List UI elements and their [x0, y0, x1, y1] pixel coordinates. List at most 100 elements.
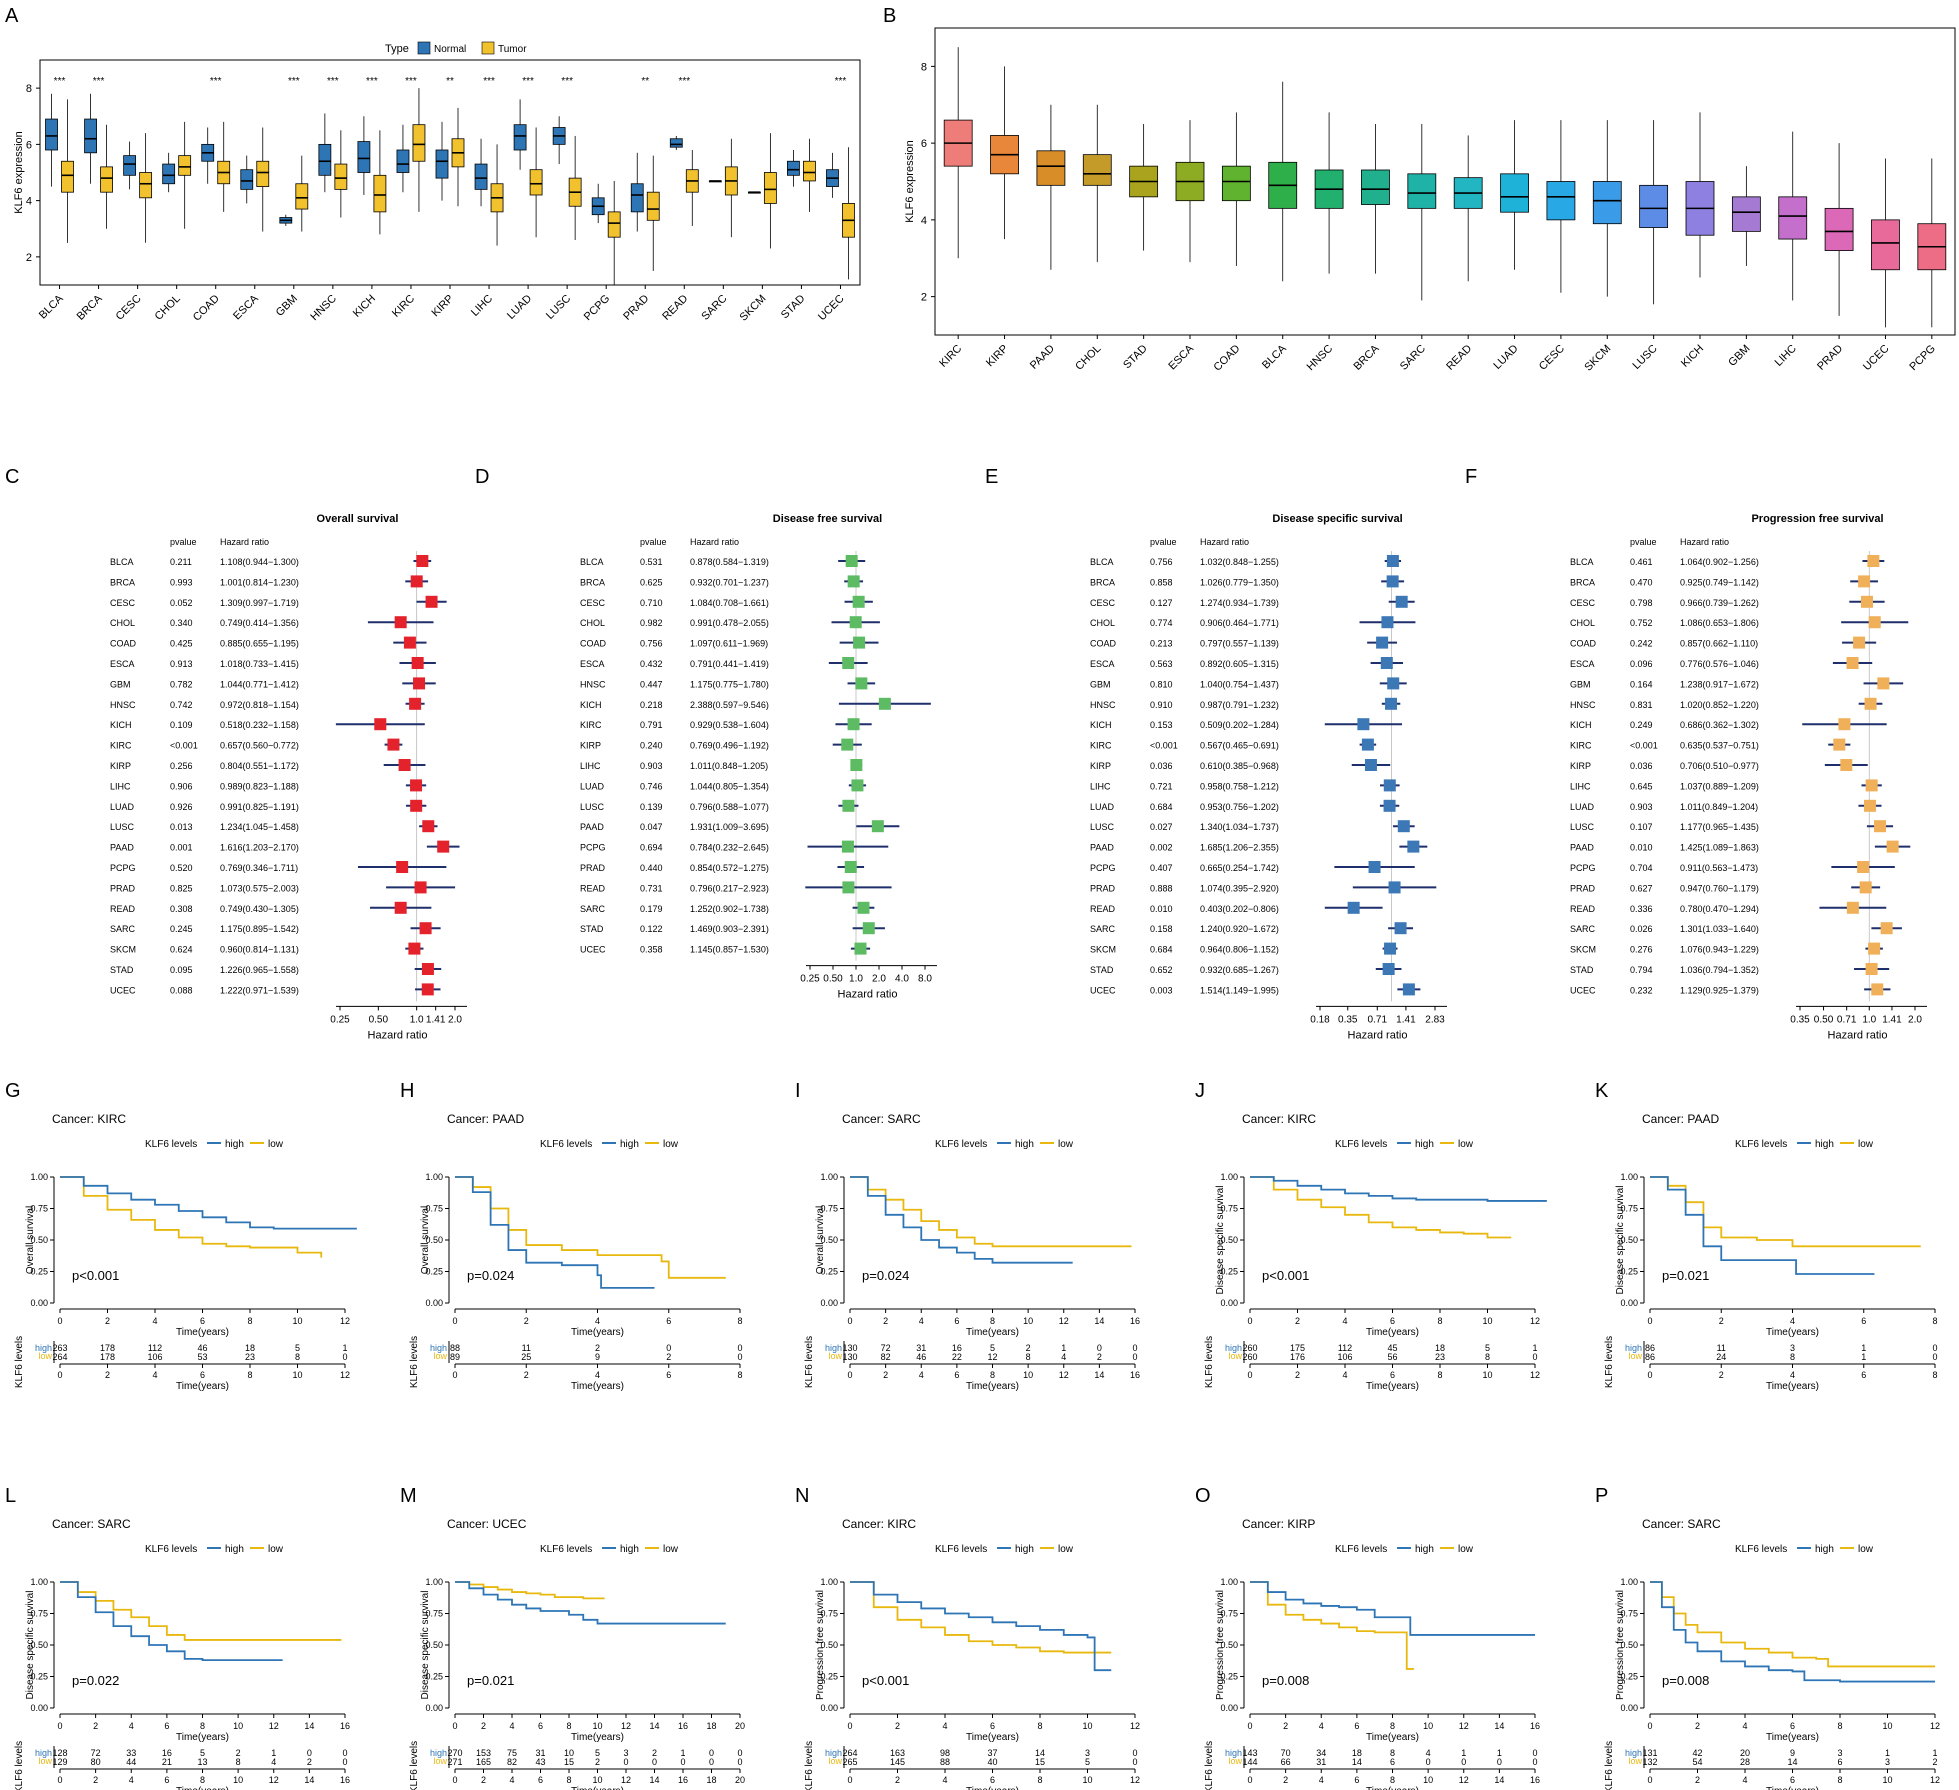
risk-x-tick-label: 2 — [895, 1775, 900, 1785]
risk-x-tick-label: 10 — [1082, 1775, 1092, 1785]
curve-high — [1250, 1176, 1547, 1202]
risk-x-tick-label: 4 — [152, 1370, 157, 1380]
row-hr-text: 0.987(0.791−1.232) — [1200, 700, 1279, 710]
row-hr-text: 1.514(1.149−1.995) — [1200, 985, 1279, 995]
row-pvalue: 0.153 — [1150, 720, 1173, 730]
x-tick-label: 8 — [247, 1316, 252, 1326]
legend-low: low — [1058, 1544, 1074, 1555]
y-tick-label: 0.50 — [1220, 1235, 1238, 1245]
row-label: PAAD — [110, 843, 134, 853]
row-label: HNSC — [580, 679, 606, 689]
row-hr-text: 0.749(0.414−1.356) — [220, 618, 299, 628]
row-pvalue: 0.684 — [1150, 945, 1173, 955]
row-label: LUAD — [580, 781, 605, 791]
normal-box — [318, 143, 332, 176]
row-label: COAD — [1090, 639, 1117, 649]
row-hr-text: 0.657(0.560−0.772) — [220, 741, 299, 751]
x-axis-label: Time(years) — [571, 1732, 624, 1743]
row-hr-text: 1.074(0.395−2.920) — [1200, 883, 1279, 893]
hr-marker — [1376, 636, 1389, 649]
row-pvalue: 0.036 — [1630, 761, 1653, 771]
y-tick-label: 0.25 — [1220, 1267, 1238, 1277]
x-tick-label: 14 — [1494, 1721, 1504, 1731]
x-tick-label: 12 — [1930, 1721, 1940, 1731]
hr-marker — [396, 861, 409, 873]
risk-x-tick-label: 6 — [1861, 1370, 1866, 1380]
x-tick-label: 14 — [304, 1721, 314, 1731]
row-hr-text: 1.020(0.852−1.220) — [1680, 700, 1759, 710]
risk-x-tick-label: 18 — [706, 1775, 716, 1785]
legend-title: KLF6 levels — [1735, 1139, 1787, 1150]
hr-marker — [422, 820, 435, 833]
y-axis-label: Overall survival — [420, 1206, 431, 1274]
risk-y-label: KLF6 levels — [1204, 1741, 1215, 1790]
risk-count-high: 1 — [342, 1343, 347, 1353]
risk-count-high: 143 — [1242, 1748, 1257, 1758]
risk-count-high: 270 — [447, 1748, 462, 1758]
risk-count-low: 271 — [447, 1757, 462, 1767]
y-tick-label: 2 — [26, 252, 32, 264]
risk-x-axis-label: Time(years) — [571, 1381, 624, 1392]
risk-count-low: 0 — [652, 1757, 657, 1767]
row-hr-text: 0.791(0.441−1.419) — [690, 659, 769, 669]
y-tick-label: 0.00 — [820, 1703, 838, 1713]
risk-y-label: KLF6 levels — [1204, 1336, 1215, 1388]
y-tick-label: 0.75 — [820, 1609, 838, 1619]
y-tick-label: 0.75 — [1220, 1204, 1238, 1214]
y-tick-label: 0.00 — [820, 1298, 838, 1308]
row-hr-text: 0.929(0.538−1.604) — [690, 720, 769, 730]
row-label: BRCA — [110, 577, 135, 587]
risk-count-high: 5 — [295, 1343, 300, 1353]
row-label: HNSC — [1090, 700, 1116, 710]
y-axis-label: Progression free survival — [1215, 1590, 1226, 1700]
row-hr-text: 0.906(0.464−1.771) — [1200, 618, 1279, 628]
risk-count-low: 31 — [1316, 1757, 1326, 1767]
risk-count-low: 40 — [987, 1757, 997, 1767]
row-hr-text: 0.966(0.739−1.262) — [1680, 598, 1759, 608]
panel-label: P — [1595, 1485, 1608, 1507]
risk-row-label-high: high — [1225, 1748, 1242, 1758]
legend-title: KLF6 levels — [1735, 1544, 1787, 1555]
row-label: LUAD — [1090, 802, 1115, 812]
risk-row-label-high: high — [1225, 1343, 1242, 1353]
risk-count-high: 2 — [595, 1343, 600, 1353]
hr-marker — [1846, 657, 1859, 669]
row-hr-text: 0.857(0.662−1.110) — [1680, 639, 1758, 649]
y-tick-label: 0.50 — [1220, 1640, 1238, 1650]
y-axis-label: KLF6 expression — [13, 131, 25, 214]
hr-marker — [1838, 718, 1851, 731]
risk-x-tick-label: 6 — [164, 1775, 169, 1785]
risk-count-low: 25 — [521, 1352, 531, 1362]
legend-title: KLF6 levels — [1335, 1139, 1387, 1150]
risk-count-high: 1 — [1461, 1748, 1466, 1758]
legend-low: low — [1858, 1139, 1874, 1150]
y-axis-label: Disease specific survival — [1215, 1186, 1226, 1295]
curve-high — [60, 1176, 357, 1230]
legend-low: low — [1058, 1139, 1074, 1150]
y-tick-label: 8 — [921, 61, 927, 73]
risk-x-tick-label: 2 — [1295, 1370, 1300, 1380]
row-pvalue: 0.010 — [1150, 904, 1173, 914]
risk-count-high: 33 — [126, 1748, 136, 1758]
normal-box — [84, 118, 97, 154]
row-pvalue: 0.440 — [640, 863, 663, 873]
y-tick-label: 0.50 — [820, 1640, 838, 1650]
risk-count-low: 2 — [595, 1757, 600, 1767]
hr-marker — [413, 677, 426, 690]
row-label: PCPG — [580, 843, 606, 853]
x-tick-label: SKCM — [738, 293, 769, 324]
hr-marker — [1886, 840, 1899, 853]
hr-marker — [410, 799, 423, 812]
y-tick-label: 0.00 — [1620, 1703, 1638, 1713]
x-tick-label: 10 — [1423, 1721, 1433, 1731]
x-tick-label: 6 — [1861, 1316, 1866, 1326]
risk-count-low: 0 — [1497, 1757, 1502, 1767]
row-label: PRAD — [110, 883, 136, 893]
risk-x-tick-label: 2 — [883, 1370, 888, 1380]
hr-marker — [1874, 820, 1887, 833]
risk-count-low: 0 — [342, 1352, 347, 1362]
risk-row-label-high: high — [430, 1343, 447, 1353]
x-tick-label: SARC — [699, 293, 729, 323]
